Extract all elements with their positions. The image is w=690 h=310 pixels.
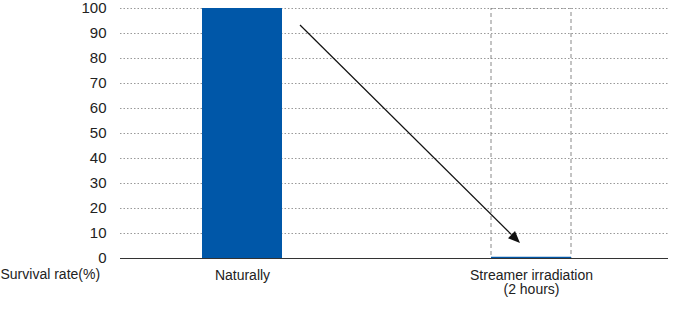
svg-text:80: 80 (90, 49, 107, 66)
svg-text:50: 50 (90, 124, 107, 141)
svg-text:30: 30 (90, 174, 107, 191)
svg-text:100: 100 (81, 0, 106, 16)
svg-text:70: 70 (90, 74, 107, 91)
svg-text:10: 10 (90, 224, 107, 241)
svg-text:60: 60 (90, 99, 107, 116)
svg-text:40: 40 (90, 149, 107, 166)
svg-text:Naturally: Naturally (215, 267, 270, 283)
svg-text:Survival rate(%): Survival rate(%) (1, 266, 101, 282)
svg-text:20: 20 (90, 199, 107, 216)
svg-text:0: 0 (98, 249, 106, 266)
svg-text:90: 90 (90, 24, 107, 41)
svg-text:Streamer irradiation(2 hours): Streamer irradiation(2 hours) (470, 267, 593, 297)
